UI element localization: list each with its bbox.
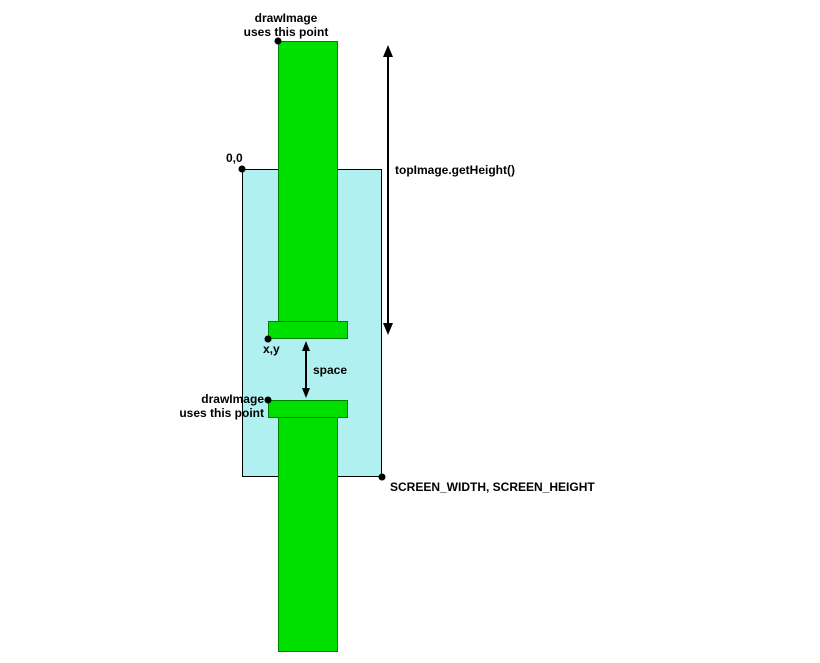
top-pipe-shaft [278, 41, 338, 321]
bottom-pipe-shaft [278, 418, 338, 652]
diagram-stage: drawImage uses this point 0,0 topImage.g… [0, 0, 820, 663]
top-pipe-cap [268, 321, 348, 339]
bottom-pipe-cap [268, 400, 348, 418]
label-screen-wh: SCREEN_WIDTH, SCREEN_HEIGHT [390, 481, 595, 495]
label-top-height: topImage.getHeight() [395, 164, 515, 178]
label-drawimage-bottom: drawImage uses this point [179, 393, 264, 421]
label-space: space [313, 364, 347, 378]
label-origin: 0,0 [226, 152, 243, 166]
dot-origin [239, 166, 246, 173]
dot-screen-wh [379, 474, 386, 481]
label-drawimage-top: drawImage uses this point [244, 12, 329, 40]
dot-drawimage-bottom [265, 397, 272, 404]
label-xy: x,y [263, 343, 280, 357]
